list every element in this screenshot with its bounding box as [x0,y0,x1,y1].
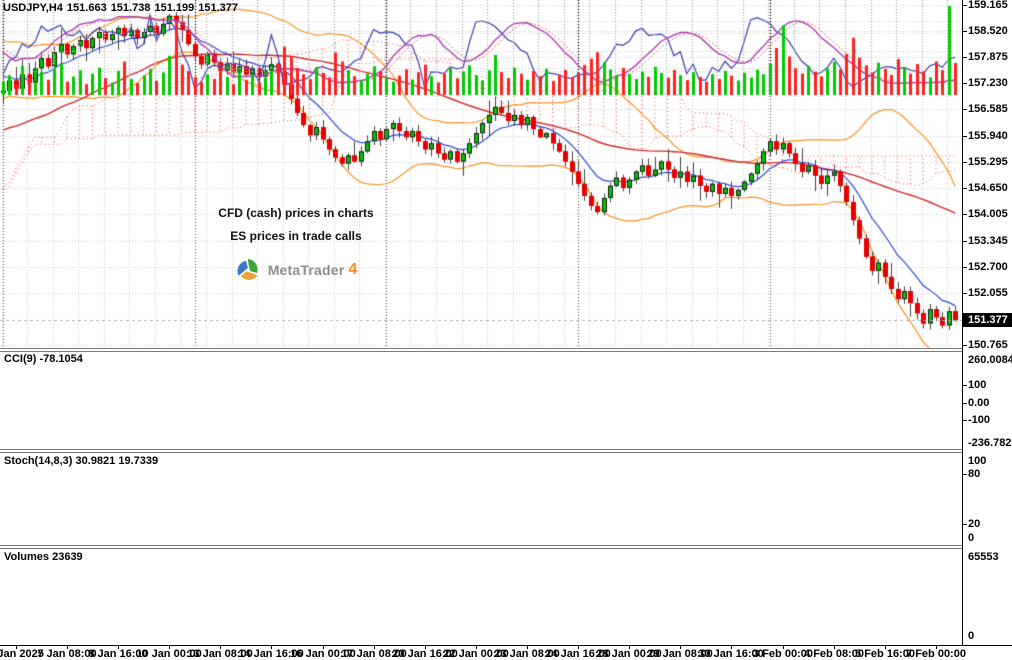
cci-axis-label: 100 [962,379,987,391]
stoch-axis-label: 20 [962,518,981,530]
price-axis-label: 154.005 [963,208,1008,220]
stoch-axis-label: 100 [968,455,987,467]
price-axis-label: 155.295 [963,156,1008,168]
time-axis-tick [220,646,221,649]
stoch-axis-label: 0 [968,532,975,544]
broker-watermark: CFD (cash) prices in charts ES prices in… [168,206,424,283]
time-axis-tick [374,646,375,649]
price-axis-label: 159.165 [963,0,1008,11]
price-axis-label: 157.875 [963,51,1008,63]
volume-axis-label: 0 [968,630,975,642]
time-axis-label: 5 Feb 16:00 [855,648,915,660]
volumes-indicator-pane[interactable] [0,0,962,96]
pane-separator[interactable] [0,348,1012,352]
time-axis-tick [834,646,835,649]
open-value: 151.663 [66,2,107,14]
time-axis-label: 29 Jan 08:00 [647,648,713,660]
metatrader-logo: MetaTrader 4 [168,257,424,283]
time-axis-tick [936,646,937,649]
time-axis-label: 24 Jan 16:00 [545,648,611,660]
volume-axis-label: 65553 [968,551,999,563]
stoch-axis-label: 80 [962,468,981,480]
volumes-pane-caption: Volumes 23639 [4,551,83,563]
time-axis-tick [425,646,426,649]
cci-axis-label: 0.00 [962,397,990,409]
time-axis-tick [67,646,68,649]
time-axis-label: 28 Jan 00:00 [596,648,662,660]
metatrader-logo-icon [237,259,258,280]
time-axis-label: 23 Jan 08:00 [494,648,560,660]
time-axis-tick [629,646,630,649]
price-axis-label: 150.765 [963,339,1008,351]
watermark-line-2: ES prices in trade calls [230,229,362,243]
time-axis-tick [885,646,886,649]
time-axis-label: 16 Jan 00:00 [290,648,356,660]
metatrader-logo-number: 4 [348,261,358,278]
time-axis-label: 6 Jan 2025 [0,648,44,660]
low-value: 151.199 [154,2,195,14]
time-axis-tick [578,646,579,649]
close-value: 151.377 [198,2,238,14]
time-axis-label: 7 Jan 08:00 [37,648,97,660]
price-axis-label: 153.345 [963,235,1008,247]
time-axis-label: 22 Jan 00:00 [443,648,509,660]
time-axis-label: 10 Jan 00:00 [136,648,202,660]
time-axis-label: 20 Jan 16:00 [392,648,458,660]
price-axis-label: 154.650 [963,182,1008,194]
price-axis-label: 157.230 [963,77,1008,89]
time-axis-label: 13 Jan 08:00 [187,648,253,660]
time-axis-tick [323,646,324,649]
time-axis-tick [783,646,784,649]
time-axis-label: 3 Feb 00:00 [753,648,813,660]
symbol-period-label: USDJPY,H4 [3,2,63,14]
price-axis-label: 158.520 [963,25,1008,37]
time-axis-tick [527,646,528,649]
time-axis-label: 17 Jan 08:00 [341,648,407,660]
price-axis-label: 155.940 [963,130,1008,142]
time-axis-tick [680,646,681,649]
time-axis-tick [169,646,170,649]
watermark-line-1: CFD (cash) prices in charts [218,206,374,220]
time-axis-label: 8 Jan 16:00 [88,648,148,660]
time-axis-tick [271,646,272,649]
time-axis-tick [731,646,732,649]
price-axis-label: 152.055 [963,287,1008,299]
price-axis[interactable]: 151.377 159.165 158.520 157.875 157.230 156.… [962,0,1012,645]
cci-axis-label: -236.7829 [968,437,1012,449]
cci-axis-label: 260.0084 [968,354,1012,366]
cci-axis-label: -100 [962,414,991,426]
pane-separator[interactable] [0,545,1012,549]
stoch-pane-caption: Stoch(14,8,3) 30.9821 19.7339 [4,455,159,467]
time-axis-label: 14 Jan 16:00 [238,648,304,660]
cci-pane-caption: CCI(9) -78.1054 [4,353,83,365]
time-axis-tick [118,646,119,649]
time-axis-tick [16,646,17,649]
time-axis-label: 30 Jan 16:00 [698,648,764,660]
current-price-tag: 151.377 [963,313,1012,327]
time-axis-label: 7 Feb 00:00 [906,648,966,660]
chart-ohlc-header: USDJPY,H4 151.663 151.738 151.199 151.377 [3,2,242,14]
time-axis-label: 4 Feb 08:00 [804,648,864,660]
price-axis-label: 156.585 [963,103,1008,115]
pane-separator[interactable] [0,449,1012,453]
high-value: 151.738 [110,2,151,14]
time-axis-tick [476,646,477,649]
metatrader-logo-text: MetaTrader [267,262,345,278]
price-axis-label: 152.700 [963,261,1008,273]
